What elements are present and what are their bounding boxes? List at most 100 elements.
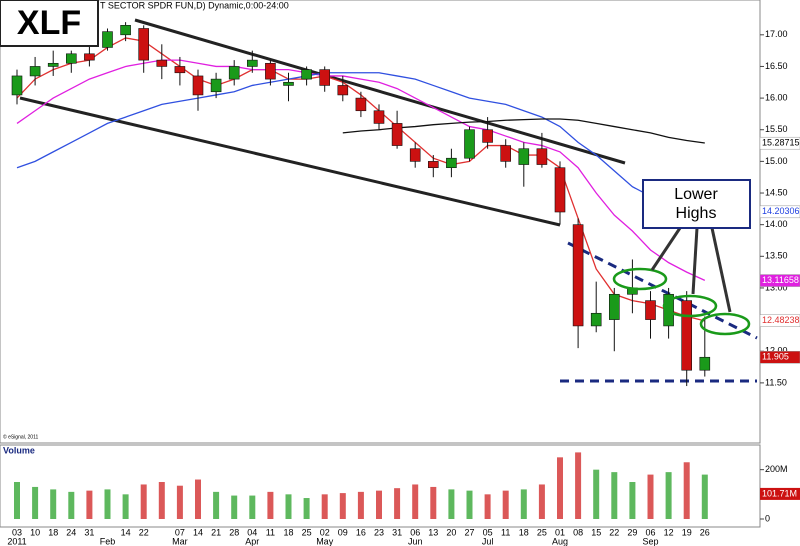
volume-title: Volume	[3, 445, 35, 455]
y-tick-label: 14.00	[765, 219, 788, 229]
candle-body	[228, 66, 240, 80]
title: XLF	[17, 4, 81, 42]
volume-bar	[285, 494, 292, 519]
volume-bar	[412, 484, 419, 519]
volume-bar	[448, 489, 455, 519]
y-tick-label: 12.00	[765, 346, 788, 356]
volume-bar	[213, 491, 220, 519]
volume-bar	[140, 484, 147, 519]
month-label: Jun	[408, 536, 423, 546]
candle-body	[663, 293, 674, 327]
volume-bar	[158, 482, 165, 519]
moving-average	[16, 72, 705, 213]
price-panel	[0, 0, 761, 444]
high-ellipse	[662, 294, 718, 318]
x-tick-label: 28	[229, 527, 239, 537]
volume-bar	[14, 482, 20, 519]
volume-bar	[611, 472, 618, 519]
x-tick-label: 26	[700, 527, 710, 537]
x-tick-label: 14	[193, 527, 203, 537]
x-tick-label: 18	[519, 527, 529, 537]
candle-body	[265, 62, 276, 80]
x-tick-label: 23	[374, 527, 384, 537]
volume-bar	[430, 486, 437, 519]
moving-average	[342, 118, 705, 144]
x-tick-label: 04	[247, 527, 257, 537]
candle-body	[11, 75, 23, 96]
candle-body	[427, 161, 439, 169]
candle-body	[138, 28, 149, 61]
y-tick-label: 15.50	[765, 124, 788, 134]
volume-bar	[647, 474, 654, 519]
price-label: 13.11658	[762, 275, 799, 285]
volume-bar	[195, 479, 201, 519]
month-label: Apr	[245, 536, 259, 546]
x-tick-label: 06	[645, 527, 655, 537]
x-tick-label: 10	[30, 527, 40, 537]
x-tick-label: 25	[537, 527, 547, 537]
candle-body	[482, 129, 493, 143]
x-tick-label: 29	[627, 527, 637, 537]
candle-body	[373, 110, 385, 124]
candle-body	[446, 157, 457, 169]
candle-body	[645, 300, 656, 320]
x-tick-label: 08	[573, 527, 583, 537]
callout-line: Lower	[674, 186, 718, 203]
x-tick-label: 13	[428, 527, 438, 537]
volume-bar	[394, 488, 401, 519]
x-tick-label: 31	[392, 527, 402, 537]
x-tick-label: 31	[84, 527, 94, 537]
x-tick-label: 11	[501, 527, 510, 537]
volume-bar	[176, 485, 183, 519]
price-label-box	[759, 136, 800, 150]
volume-bar	[665, 472, 672, 519]
candle-body	[319, 69, 331, 86]
volume-bar	[267, 491, 274, 519]
x-tick-label: 03	[12, 527, 22, 537]
volume-bar	[538, 484, 545, 519]
x-tick-label: 20	[446, 527, 456, 537]
x-tick-label: 25	[302, 527, 312, 537]
volume-bar	[50, 489, 57, 519]
trendline	[134, 18, 626, 165]
subtitle: T SECTOR SPDR FUN,D) Dynamic,0:00-24:00	[100, 0, 289, 10]
volume-bar	[104, 489, 111, 519]
volume-label: 101.71M	[762, 488, 797, 498]
title-box	[0, 0, 99, 47]
arrow	[650, 227, 682, 271]
volume-bar	[339, 493, 346, 519]
x-tick-label: 21	[211, 527, 221, 537]
y-tick-label: 14.50	[765, 187, 788, 197]
callout-line: Highs	[676, 205, 717, 222]
candle-body	[536, 148, 548, 165]
x-tick-label: 05	[483, 527, 493, 537]
candle-body	[301, 69, 312, 80]
arrows	[650, 227, 732, 313]
candle-body	[66, 53, 77, 64]
volume-bar	[557, 457, 563, 519]
candle-body	[355, 97, 367, 112]
x-tick-label: 22	[139, 527, 149, 537]
month-label: May	[316, 536, 334, 546]
callout-box	[642, 179, 751, 229]
volume-label-box	[760, 487, 800, 500]
price-label-box	[759, 350, 800, 364]
candle-body	[699, 356, 711, 371]
y-tick-label: 11.50	[765, 377, 787, 387]
x-tick-label: 19	[682, 527, 692, 537]
x-tick-label: 24	[66, 527, 76, 537]
candle-body	[554, 167, 566, 213]
high-ellipse	[612, 267, 668, 291]
y-tick-label: 15.00	[765, 156, 788, 166]
x-tick-label: 18	[283, 527, 293, 537]
highlights	[612, 267, 751, 336]
candle-body	[283, 81, 294, 86]
candle-body	[84, 53, 95, 61]
volume-bar	[466, 490, 473, 519]
candle-body	[464, 129, 475, 159]
resistance-line	[567, 241, 758, 340]
price-label: 15.28715	[762, 138, 800, 148]
price-label-box	[759, 205, 800, 219]
x-tick-label: 07	[175, 527, 185, 537]
